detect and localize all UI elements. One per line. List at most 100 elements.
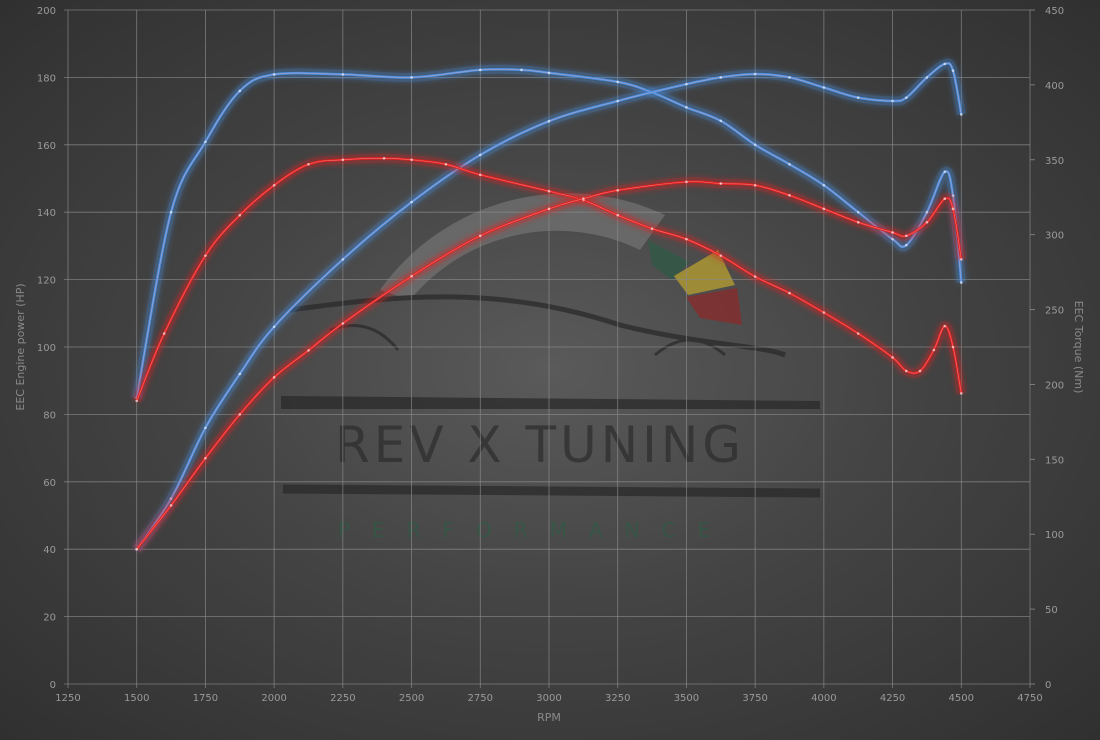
data-point [410,158,413,162]
data-point [204,254,207,257]
data-point [547,189,551,193]
data-point [341,258,345,261]
y-tick-label: 20 [43,613,56,624]
logo-text: REV X TUNING [335,416,745,474]
x-tick-label: 4250 [880,693,905,704]
data-point [822,86,826,89]
x-tick-label: 2250 [330,693,355,704]
data-point [951,207,955,211]
data-point [856,210,860,214]
y2-axis-label: EEC Torque (Nm) [1072,301,1085,394]
data-point [932,348,936,352]
data-point [616,80,620,84]
data-point [685,82,688,86]
data-point [238,213,242,217]
data-point [444,162,448,166]
data-point [856,96,860,99]
data-point [650,227,654,230]
data-point [204,456,207,460]
series-1 [132,58,966,552]
x-tick-label: 2500 [399,693,424,704]
data-point [272,73,276,76]
x-tick-label: 1750 [193,693,218,704]
series [132,58,966,552]
x-tick-label: 2000 [261,693,286,704]
data-point [582,197,585,201]
data-point [547,207,551,211]
x-tick-label: 4000 [811,693,836,704]
data-point [238,372,242,376]
data-point [753,183,757,187]
data-point [905,369,908,373]
x-tick-label: 3250 [605,693,630,704]
y2-tick-label: 250 [1045,306,1064,317]
revx-tuning-logo: REV X TUNING PERFORMANCE [281,193,821,542]
data-point [788,194,791,197]
data-point [753,143,757,147]
data-point [856,332,860,335]
data-point [905,96,908,99]
data-point [918,369,922,373]
data-point [719,119,723,123]
data-point [788,162,791,166]
data-point [410,76,413,79]
data-point [272,325,276,329]
data-point [341,322,345,325]
y-tick-label: 80 [43,410,56,421]
data-point [616,213,620,217]
data-point [162,332,166,335]
y-tick-label: 0 [50,680,56,691]
data-point [943,62,947,66]
data-point [719,182,723,185]
data-point [951,345,955,349]
data-point [135,547,139,551]
data-point [891,99,894,103]
logo-subtext: PERFORMANCE [338,518,732,542]
data-point [959,392,963,395]
data-point [905,243,908,247]
data-point [951,69,955,72]
data-point [822,311,826,314]
data-point [204,140,207,144]
data-point [410,274,413,278]
data-point [925,221,929,224]
data-point [341,158,345,162]
data-point [307,349,310,352]
data-point [822,183,826,187]
data-point [238,89,242,93]
x-tick-label: 4750 [1017,693,1042,704]
data-point [753,275,757,278]
y-tick-label: 200 [37,6,56,17]
data-point [788,291,791,295]
y2-tick-label: 300 [1045,231,1064,242]
y2-tick-label: 350 [1045,156,1064,167]
x-tick-label: 1250 [55,693,80,704]
data-point [169,210,173,214]
data-point [943,324,947,328]
x-tick-label: 3500 [674,693,699,704]
data-point [478,68,482,72]
data-point [943,170,947,174]
data-point [943,197,947,201]
y2-tick-label: 0 [1045,680,1051,691]
data-point [272,183,276,187]
data-point [925,76,929,79]
data-point [547,119,551,123]
data-point [685,180,688,184]
data-point [341,73,345,76]
data-point [169,504,173,507]
data-point [204,426,207,430]
data-point [616,99,620,103]
data-point [135,399,139,403]
x-tick-label: 3000 [536,693,561,704]
y-tick-label: 60 [43,478,56,489]
x-tick-label: 3750 [742,693,767,704]
y2-tick-label: 450 [1045,6,1064,17]
data-point [685,237,688,241]
data-point [959,258,963,261]
ticks: 1250 1500 1750 2000 2250 2500 2750 3000 3250 3500… [37,6,1064,704]
data-point [891,231,894,234]
data-point [959,281,963,284]
